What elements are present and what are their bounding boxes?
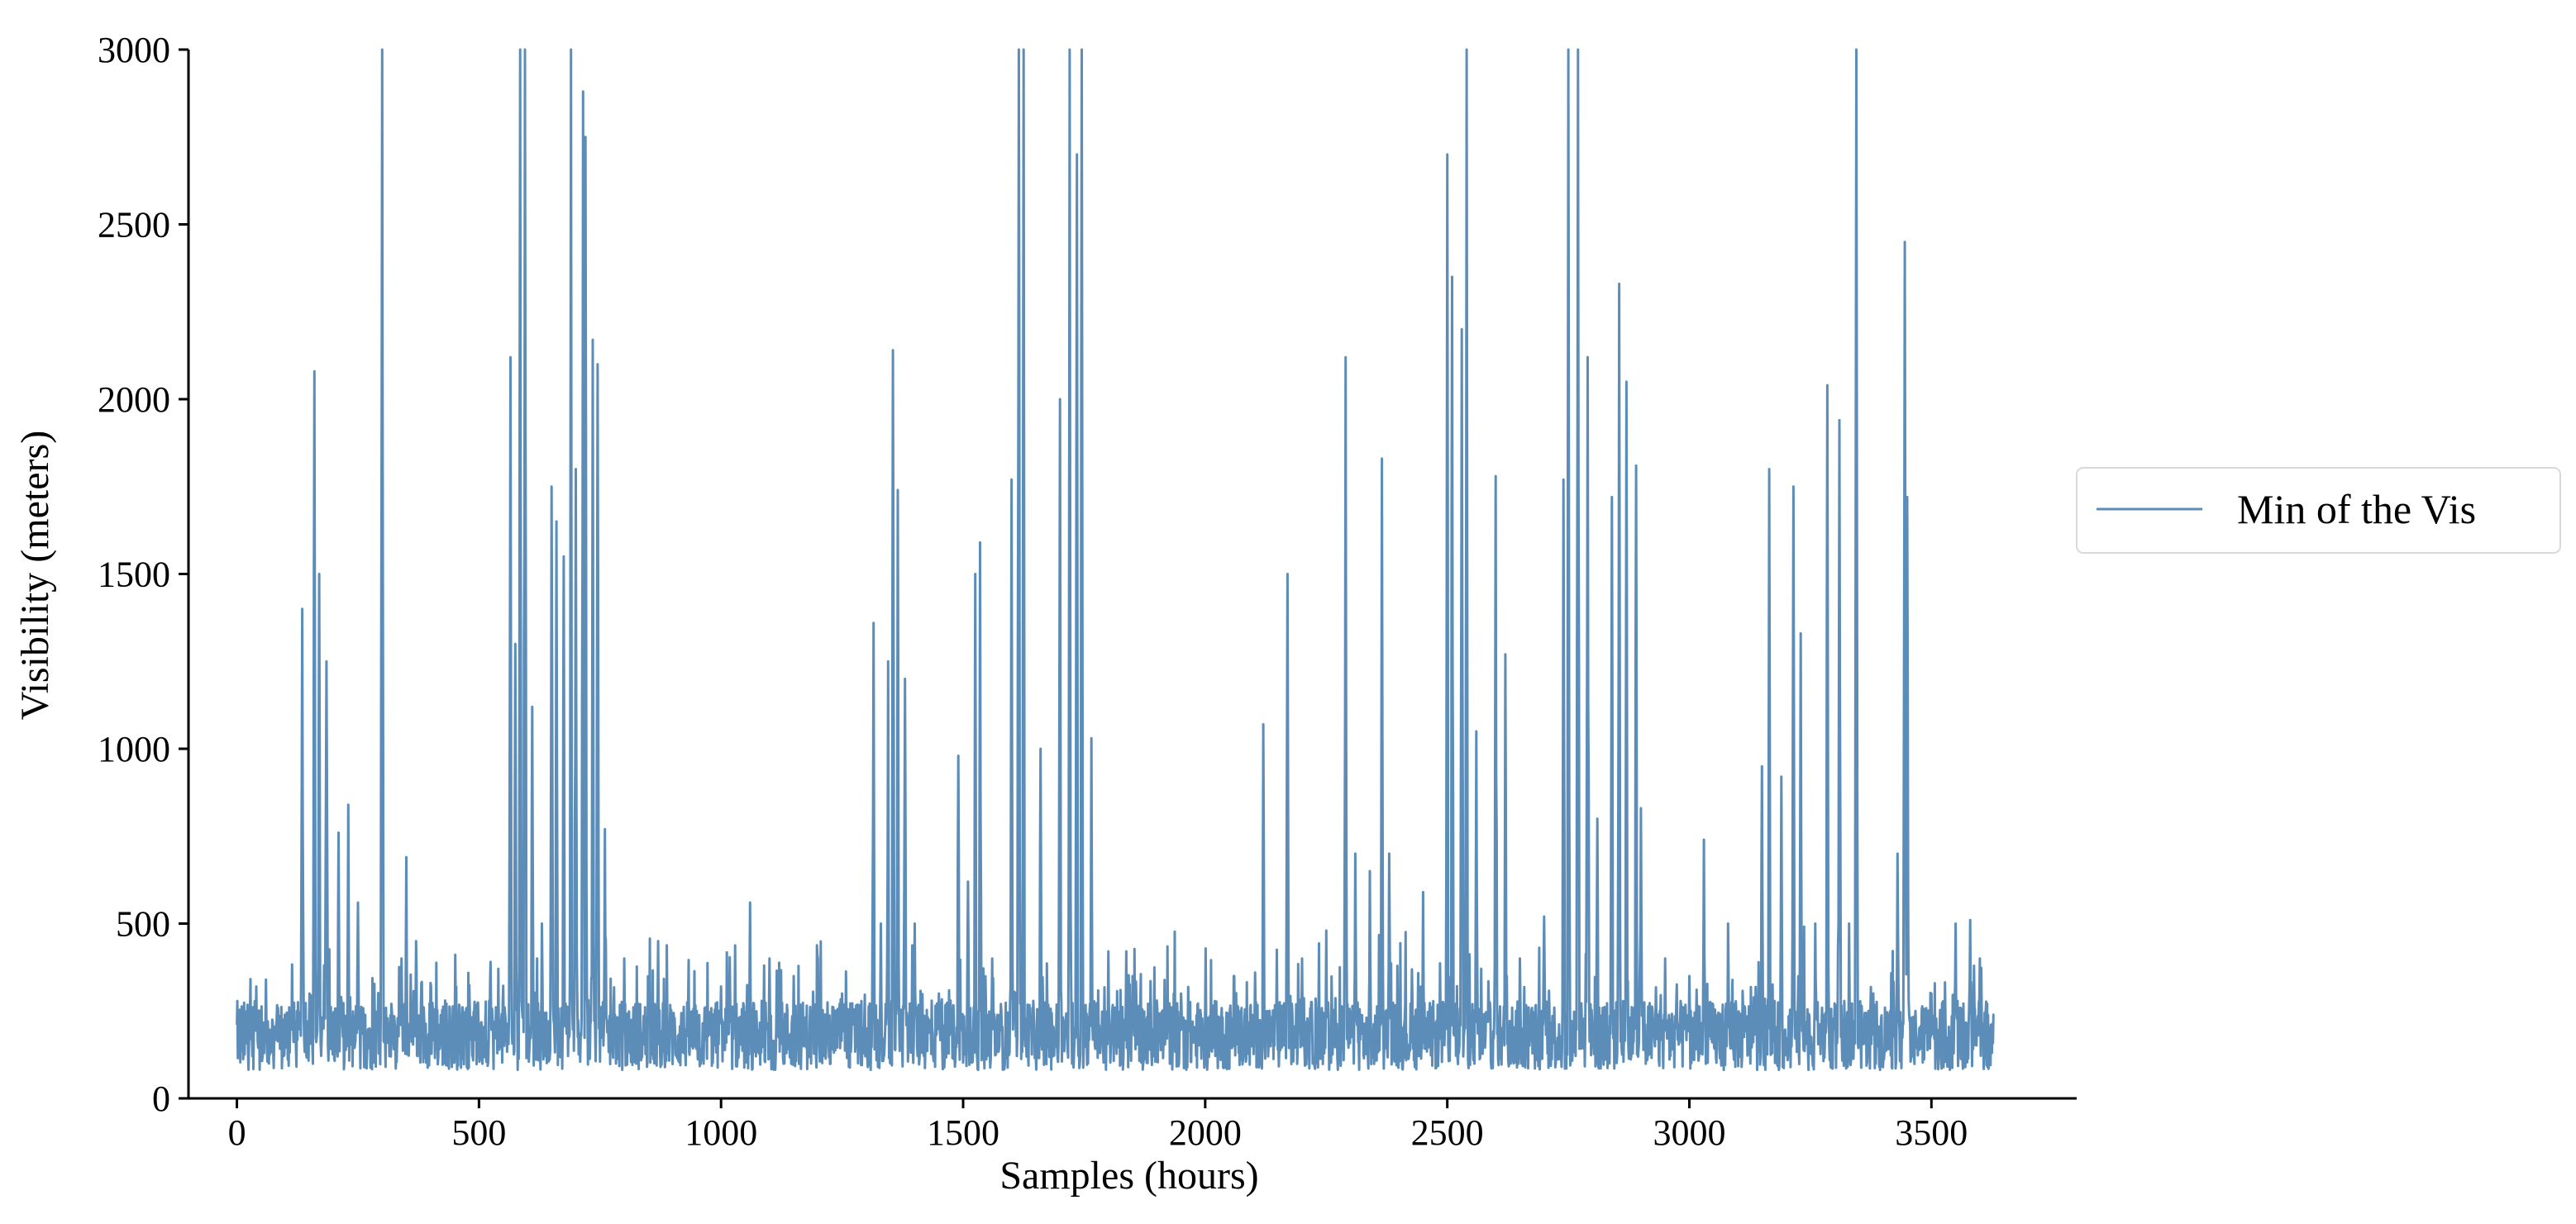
y-tick-label: 500	[116, 904, 170, 945]
x-tick-label: 2000	[1169, 1112, 1242, 1153]
y-tick-label: 1500	[98, 555, 170, 595]
y-ticks: 0 500 1000 1500 2000 2500 3000	[98, 30, 188, 1119]
y-tick-label: 2500	[98, 205, 170, 245]
plot-area	[236, 48, 1995, 1072]
x-tick-label: 0	[228, 1112, 246, 1153]
y-tick-label: 0	[152, 1079, 170, 1119]
legend-box	[2076, 467, 2561, 554]
legend: Min of the Vis	[2076, 467, 2561, 554]
series-line-min-of-the-vis	[236, 48, 1995, 1072]
y-axis-title: Visibility (meters)	[13, 431, 57, 720]
x-tick-label: 3000	[1653, 1112, 1725, 1153]
x-tick-label: 1000	[685, 1112, 757, 1153]
x-tick-label: 3500	[1895, 1112, 1968, 1153]
legend-label: Min of the Vis	[2237, 486, 2476, 532]
y-tick-label: 2000	[98, 379, 170, 420]
x-axis-title: Samples (hours)	[999, 1154, 1258, 1198]
y-tick-label: 3000	[98, 30, 170, 70]
x-ticks: 0 500 1000 1500 2000 2500 3000 3500	[228, 1098, 1968, 1153]
x-tick-label: 1500	[927, 1112, 999, 1153]
y-tick-label: 1000	[98, 729, 170, 769]
x-tick-label: 500	[451, 1112, 506, 1153]
x-tick-label: 2500	[1411, 1112, 1484, 1153]
